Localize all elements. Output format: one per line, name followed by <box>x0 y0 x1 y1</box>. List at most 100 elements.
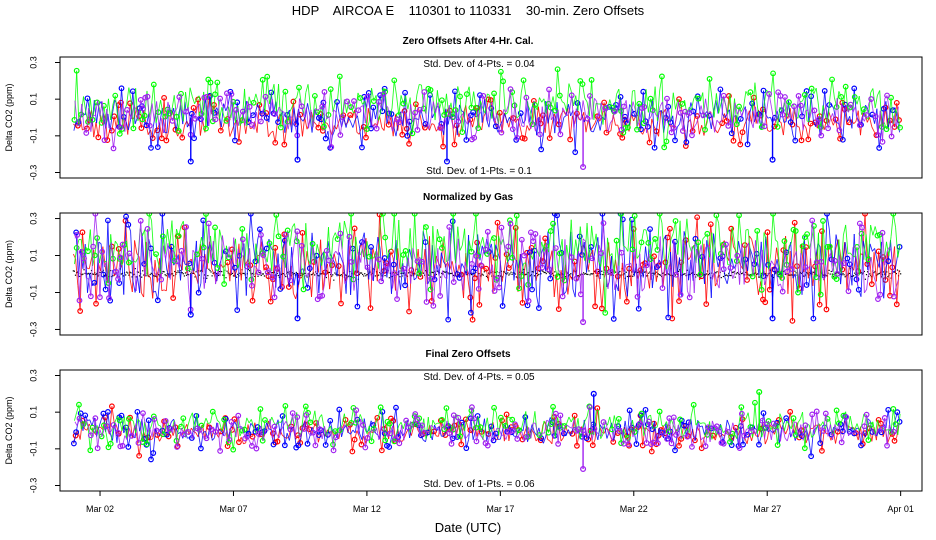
series-segment <box>242 239 246 265</box>
series-point <box>784 268 791 275</box>
series-segment <box>537 257 542 269</box>
series-point <box>382 262 389 269</box>
series-point <box>875 296 881 303</box>
baseline-point <box>595 275 598 277</box>
baseline-point <box>538 273 540 275</box>
series-point <box>844 255 851 262</box>
baseline-point <box>431 271 433 273</box>
series-segment <box>625 100 629 124</box>
series-segment <box>718 120 722 124</box>
series-segment <box>141 232 145 264</box>
series-point <box>897 124 904 131</box>
series-point <box>847 101 854 108</box>
series-segment <box>626 259 631 297</box>
baseline-point <box>757 273 759 275</box>
y-tick-label: 0.1 <box>28 93 38 106</box>
series-segment <box>739 109 743 117</box>
series-point <box>319 292 326 299</box>
series-point <box>217 95 224 102</box>
baseline-point <box>686 269 688 271</box>
baseline-point <box>591 273 593 275</box>
series-segment <box>659 236 663 289</box>
baseline-point <box>585 272 587 275</box>
series-segment <box>393 213 397 260</box>
series-segment <box>790 242 794 279</box>
baseline-point <box>86 273 88 275</box>
series-segment <box>219 107 223 119</box>
series-segment <box>600 102 604 113</box>
series-segment <box>894 256 898 271</box>
series-segment <box>697 242 701 275</box>
series-segment <box>128 113 133 120</box>
series-segment <box>582 84 586 99</box>
series-segment <box>376 101 380 129</box>
baseline-point <box>164 274 166 276</box>
series-segment <box>802 267 806 291</box>
series-segment <box>652 259 657 267</box>
series-segment <box>167 101 171 113</box>
baseline-point <box>745 271 747 274</box>
series-segment <box>165 243 169 260</box>
series-segment <box>348 236 353 262</box>
series-segment <box>818 105 822 128</box>
series-segment <box>76 70 80 126</box>
series-point <box>178 247 185 254</box>
series-point <box>264 269 271 276</box>
baseline-point <box>82 273 84 275</box>
baseline-point <box>571 277 573 279</box>
baseline-point <box>485 275 488 277</box>
series-segment <box>162 113 166 117</box>
series-segment <box>582 100 586 114</box>
baseline-point <box>510 271 512 273</box>
series-segment <box>417 109 421 130</box>
series-segment <box>122 244 126 253</box>
series-segment <box>592 248 597 261</box>
series-segment <box>769 129 773 133</box>
series-segment <box>500 71 504 82</box>
series-segment <box>180 220 184 227</box>
series-segment <box>412 248 416 259</box>
baseline-point <box>645 275 648 277</box>
series-segment <box>269 267 273 278</box>
series-point <box>217 127 224 134</box>
series-segment <box>829 253 834 272</box>
series-segment <box>487 103 491 122</box>
series-segment <box>407 104 412 126</box>
series-segment <box>664 98 668 126</box>
series-segment <box>93 100 98 124</box>
series-segment <box>824 115 828 126</box>
baseline-point <box>444 271 446 273</box>
series-segment <box>464 94 468 116</box>
series-segment <box>556 215 560 244</box>
series-segment <box>507 97 511 113</box>
series-segment <box>398 219 402 273</box>
baseline-point <box>213 272 215 274</box>
series-segment <box>476 256 480 289</box>
series-segment <box>292 238 296 256</box>
series-segment <box>199 103 203 125</box>
series-segment <box>577 80 581 111</box>
series-segment <box>88 108 92 132</box>
series-segment <box>210 235 214 261</box>
baseline-point <box>125 274 127 276</box>
series-segment <box>349 107 352 109</box>
baseline-point <box>190 272 192 274</box>
series-segment <box>479 245 483 261</box>
baseline-point <box>896 269 899 271</box>
series-segment <box>849 116 853 129</box>
series-segment <box>328 116 332 148</box>
series-segment <box>144 229 148 276</box>
series-segment <box>216 229 221 268</box>
series-segment <box>347 117 352 123</box>
series-segment <box>499 260 504 306</box>
series-segment <box>353 100 357 117</box>
series-segment <box>875 116 879 136</box>
series-segment <box>372 107 377 120</box>
series-segment <box>337 233 341 255</box>
series-segment <box>415 261 420 278</box>
baseline-point <box>748 274 750 277</box>
baseline-point <box>233 270 236 272</box>
series-segment <box>518 92 522 117</box>
series-segment <box>376 214 381 282</box>
